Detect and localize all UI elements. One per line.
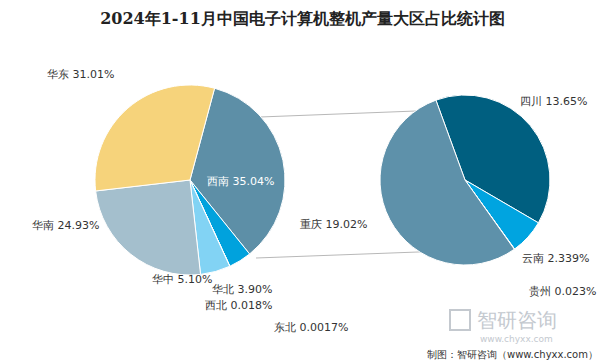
- svg-text:2024年1-11月中国电子计算机整机产量大区占比统计图: 2024年1-11月中国电子计算机整机产量大区占比统计图: [100, 9, 505, 28]
- svg-text:西南 35.04%: 西南 35.04%: [207, 175, 274, 188]
- svg-text:重庆 19.02%: 重庆 19.02%: [300, 218, 367, 231]
- svg-text:制图：智研咨询（www.chyxx.com）: 制图：智研咨询（www.chyxx.com）: [427, 349, 598, 360]
- svg-text:贵州 0.023%: 贵州 0.023%: [529, 285, 596, 298]
- svg-text:华北 3.90%: 华北 3.90%: [212, 283, 272, 296]
- svg-text:云南 2.339%: 云南 2.339%: [522, 252, 589, 265]
- svg-text:东北 0.0017%: 东北 0.0017%: [274, 321, 348, 334]
- svg-text:四川 13.65%: 四川 13.65%: [520, 95, 587, 108]
- svg-text:华南 24.93%: 华南 24.93%: [32, 219, 99, 232]
- svg-text:www.chyxx.com: www.chyxx.com: [480, 334, 553, 344]
- svg-text:智研咨询: 智研咨询: [477, 308, 557, 332]
- svg-text:华东 31.01%: 华东 31.01%: [47, 68, 114, 81]
- svg-text:西北 0.018%: 西北 0.018%: [205, 299, 272, 312]
- svg-text:华中 5.10%: 华中 5.10%: [152, 273, 212, 286]
